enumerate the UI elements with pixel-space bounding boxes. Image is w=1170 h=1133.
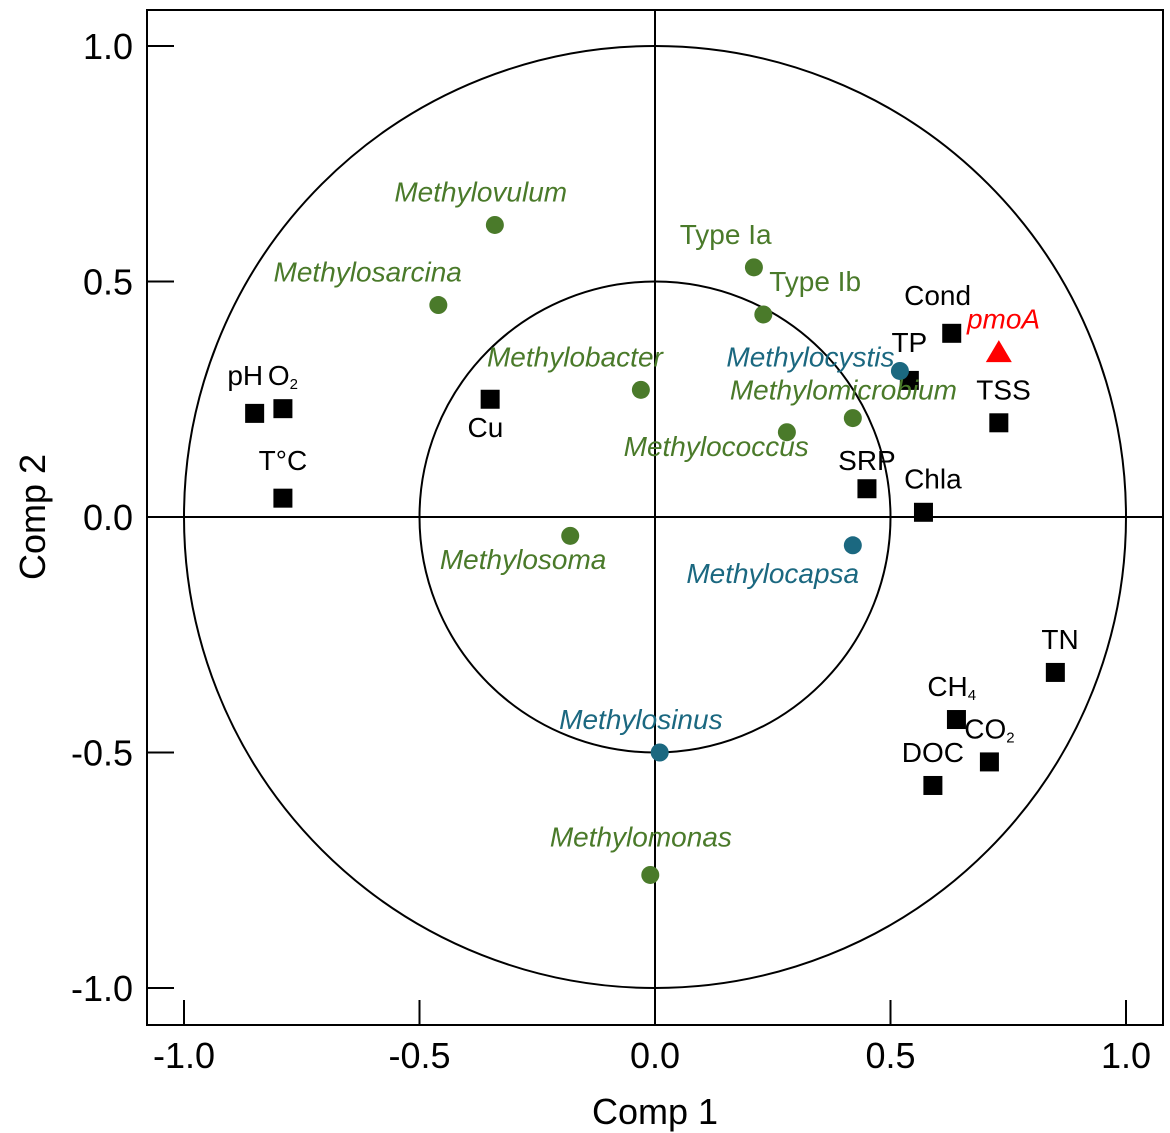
label-methylococcus: Methylococcus: [624, 431, 809, 462]
point-doc: [923, 775, 943, 795]
label-methylosoma: Methylosoma: [440, 544, 607, 575]
point-methylomicrobium: [843, 409, 862, 428]
label-tn: TN: [1041, 624, 1078, 655]
point-methylocapsa: [843, 536, 862, 555]
label-methylosarcina: Methylosarcina: [274, 257, 462, 288]
point-methylocystis: [890, 361, 909, 380]
point-pmoa: [985, 340, 1012, 363]
label-o2: O2: [268, 360, 298, 393]
point-tn: [1045, 662, 1065, 682]
point-methylosinus: [650, 743, 669, 762]
label-co2: CO2: [964, 713, 1014, 746]
label-tss: TSS: [976, 374, 1030, 405]
label-methylobacter: Methylobacter: [487, 341, 665, 372]
y-tick-label: -1.0: [71, 968, 133, 1009]
point-methylomonas: [641, 865, 660, 884]
label-methylocystis: Methylocystis: [726, 341, 894, 372]
point-co2: [979, 752, 999, 772]
point-t-c: [273, 488, 293, 508]
label-methylosinus: Methylosinus: [559, 704, 722, 735]
point-o2: [273, 399, 293, 419]
x-axis-title: Comp 1: [592, 1091, 718, 1132]
label-type-ia: Type Ia: [680, 219, 772, 250]
x-tick-label: -0.5: [388, 1035, 450, 1076]
point-ch4: [946, 710, 966, 730]
point-srp: [857, 479, 877, 499]
label-pmoa: pmoA: [966, 304, 1040, 335]
zero-axes: [147, 10, 1163, 1025]
point-methylosoma: [561, 526, 580, 545]
y-axis-title: Comp 2: [12, 454, 53, 580]
point-cond: [942, 323, 962, 343]
point-methylosarcina: [429, 296, 448, 315]
label-methylomonas: Methylomonas: [550, 822, 732, 853]
label-methylocapsa: Methylocapsa: [686, 558, 859, 589]
label-doc: DOC: [902, 737, 964, 768]
point-methylovulum: [485, 215, 504, 234]
point-chla: [913, 502, 933, 522]
point-ph: [245, 403, 265, 423]
y-tick-label: 1.0: [83, 26, 133, 67]
label-methylomicrobium: Methylomicrobium: [730, 374, 957, 405]
label-ph: pH: [227, 360, 263, 391]
x-tick-label: 1.0: [1101, 1035, 1151, 1076]
x-tick-label: 0.0: [630, 1035, 680, 1076]
y-tick-label: 0.5: [83, 262, 133, 303]
point-tss: [989, 413, 1009, 433]
x-tick-label: 0.5: [865, 1035, 915, 1076]
label-t-c: T°C: [259, 445, 308, 476]
point-cu: [480, 389, 500, 409]
label-ch4: CH4: [927, 671, 976, 704]
point-type-ia: [744, 258, 763, 277]
y-tick-label: -0.5: [71, 733, 133, 774]
label-tp: TP: [891, 327, 927, 358]
y-tick-label: 0.0: [83, 497, 133, 538]
label-type-ib: Type Ib: [769, 266, 861, 297]
point-methylococcus: [777, 423, 796, 442]
x-axis-ticks: -1.0 -0.5 0.0 0.5 1.0: [153, 1000, 1151, 1076]
y-axis-ticks: 1.0 0.5 0.0 -0.5 -1.0: [71, 26, 174, 1009]
label-cond: Cond: [904, 280, 971, 311]
label-srp: SRP: [838, 445, 896, 476]
point-type-ib: [754, 305, 773, 324]
x-tick-label: -1.0: [153, 1035, 215, 1076]
label-chla: Chla: [904, 464, 962, 495]
label-methylovulum: Methylovulum: [394, 176, 567, 207]
point-methylobacter: [631, 380, 650, 399]
label-cu: Cu: [468, 412, 504, 443]
data-points: [245, 215, 1065, 884]
